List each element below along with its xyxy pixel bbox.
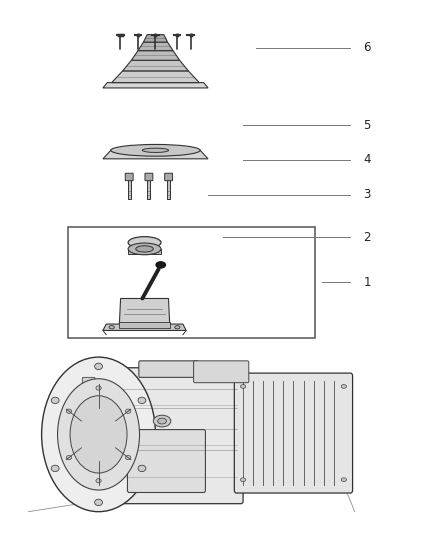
Ellipse shape [96, 479, 101, 483]
FancyBboxPatch shape [128, 249, 161, 254]
Ellipse shape [51, 397, 59, 403]
Ellipse shape [126, 409, 131, 414]
Ellipse shape [51, 465, 59, 472]
Ellipse shape [153, 415, 171, 427]
Ellipse shape [128, 243, 161, 255]
Text: 3: 3 [364, 188, 371, 201]
Text: 6: 6 [364, 42, 371, 54]
Polygon shape [103, 150, 208, 159]
FancyBboxPatch shape [194, 361, 249, 383]
FancyBboxPatch shape [145, 173, 153, 181]
FancyBboxPatch shape [125, 173, 133, 181]
Polygon shape [143, 35, 167, 42]
Ellipse shape [126, 455, 131, 459]
FancyBboxPatch shape [139, 361, 198, 377]
Polygon shape [138, 42, 173, 51]
Ellipse shape [70, 395, 127, 473]
FancyBboxPatch shape [82, 377, 95, 390]
FancyBboxPatch shape [165, 173, 173, 181]
FancyBboxPatch shape [234, 373, 353, 493]
Ellipse shape [341, 385, 346, 388]
FancyBboxPatch shape [119, 322, 170, 328]
Text: 2: 2 [364, 231, 371, 244]
Ellipse shape [138, 397, 146, 403]
Ellipse shape [175, 326, 180, 329]
Polygon shape [103, 324, 186, 330]
Text: 5: 5 [364, 119, 371, 132]
Ellipse shape [158, 418, 166, 424]
FancyBboxPatch shape [82, 420, 95, 433]
Ellipse shape [57, 379, 140, 490]
Polygon shape [112, 71, 199, 83]
Ellipse shape [42, 357, 155, 512]
Ellipse shape [66, 409, 71, 414]
FancyBboxPatch shape [147, 179, 151, 199]
FancyBboxPatch shape [82, 473, 95, 486]
Ellipse shape [95, 363, 102, 369]
Polygon shape [103, 83, 208, 88]
Ellipse shape [109, 326, 114, 329]
Ellipse shape [138, 465, 146, 472]
FancyBboxPatch shape [127, 430, 205, 492]
FancyBboxPatch shape [167, 179, 170, 199]
Ellipse shape [136, 246, 153, 252]
Ellipse shape [95, 499, 102, 506]
Ellipse shape [142, 148, 169, 152]
Ellipse shape [240, 385, 246, 388]
Ellipse shape [111, 144, 200, 156]
Polygon shape [123, 60, 188, 71]
Ellipse shape [240, 478, 246, 482]
Ellipse shape [156, 262, 166, 268]
Polygon shape [131, 51, 180, 60]
FancyBboxPatch shape [90, 368, 243, 504]
Ellipse shape [128, 237, 161, 248]
Ellipse shape [96, 386, 101, 390]
Ellipse shape [341, 478, 346, 482]
Text: 4: 4 [364, 154, 371, 166]
Text: 1: 1 [364, 276, 371, 289]
FancyBboxPatch shape [128, 179, 131, 199]
Ellipse shape [66, 455, 71, 459]
Polygon shape [119, 298, 170, 324]
